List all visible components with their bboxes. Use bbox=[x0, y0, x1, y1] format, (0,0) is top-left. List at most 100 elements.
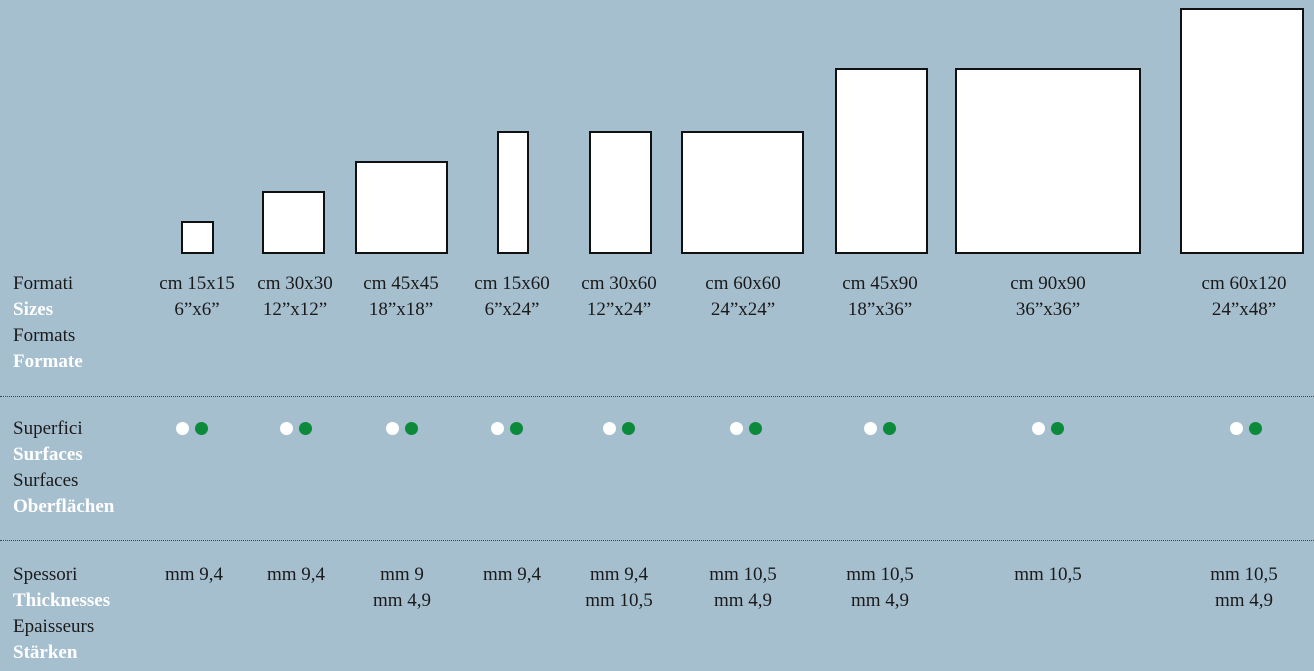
size-cm: cm 45x45 bbox=[363, 273, 439, 294]
thickness-column: mm 9,4 bbox=[124, 562, 264, 588]
tile-swatch-90x90 bbox=[955, 68, 1141, 254]
tile-swatch-60x120 bbox=[1180, 8, 1304, 254]
tile-swatch-45x90 bbox=[835, 68, 928, 254]
size-column: cm 15x60 6”x24” bbox=[442, 271, 582, 323]
green-surface-dot bbox=[405, 422, 418, 435]
divider bbox=[0, 396, 1314, 397]
label-formati: Formati bbox=[13, 273, 74, 294]
size-inch: 36”x36” bbox=[1015, 299, 1081, 320]
size-inch: 12”x24” bbox=[586, 299, 652, 320]
thickness-value: mm 10,5 bbox=[1210, 564, 1278, 585]
tile-swatch-60x60 bbox=[681, 131, 804, 254]
tile-swatch-15x60 bbox=[497, 131, 529, 254]
thickness-value: mm 4,9 bbox=[713, 590, 773, 611]
tile-swatch-30x60 bbox=[589, 131, 652, 254]
white-surface-dot bbox=[1230, 422, 1243, 435]
thickness-label-group: Spessori Thicknesses Epaisseurs Stärken bbox=[13, 562, 110, 666]
white-surface-dot bbox=[1032, 422, 1045, 435]
thickness-column: mm 9,4 mm 10,5 bbox=[549, 562, 689, 614]
white-surface-dot bbox=[176, 422, 189, 435]
size-inch: 24”x48” bbox=[1211, 299, 1277, 320]
thickness-column: mm 10,5 bbox=[978, 562, 1118, 588]
white-surface-dot bbox=[386, 422, 399, 435]
tile-swatch-30x30 bbox=[262, 191, 325, 254]
size-column: cm 45x90 18”x36” bbox=[810, 271, 950, 323]
thickness-value: mm 4,9 bbox=[372, 590, 432, 611]
surface-dots bbox=[176, 422, 236, 436]
formats-label-group: Formati Sizes Formats Formate bbox=[13, 271, 83, 375]
label-spessori: Spessori bbox=[13, 564, 78, 585]
green-surface-dot bbox=[622, 422, 635, 435]
surface-dots bbox=[1230, 422, 1290, 436]
thickness-value: mm 9,4 bbox=[482, 564, 542, 585]
green-surface-dot bbox=[1051, 422, 1064, 435]
label-oberflachen: Oberflächen bbox=[13, 496, 115, 517]
size-cm: cm 15x60 bbox=[474, 273, 550, 294]
surface-dots bbox=[1032, 422, 1092, 436]
size-cm: cm 60x60 bbox=[705, 273, 781, 294]
surface-dots bbox=[491, 422, 551, 436]
size-column: cm 60x60 24”x24” bbox=[673, 271, 813, 323]
surface-dots bbox=[280, 422, 340, 436]
surface-dots bbox=[730, 422, 790, 436]
white-surface-dot bbox=[603, 422, 616, 435]
size-cm: cm 45x90 bbox=[842, 273, 918, 294]
thickness-column: mm 10,5 mm 4,9 bbox=[673, 562, 813, 614]
thickness-column: mm 10,5 mm 4,9 bbox=[1174, 562, 1314, 614]
size-inch: 18”x36” bbox=[847, 299, 913, 320]
label-formate: Formate bbox=[13, 351, 83, 372]
thickness-value: mm 9,4 bbox=[589, 564, 649, 585]
surface-dots bbox=[386, 422, 446, 436]
white-surface-dot bbox=[491, 422, 504, 435]
label-superfici: Superfici bbox=[13, 418, 83, 439]
thickness-column: mm 10,5 mm 4,9 bbox=[810, 562, 950, 614]
size-inch: 24”x24” bbox=[710, 299, 776, 320]
label-starken: Stärken bbox=[13, 642, 78, 663]
white-surface-dot bbox=[730, 422, 743, 435]
white-surface-dot bbox=[280, 422, 293, 435]
green-surface-dot bbox=[510, 422, 523, 435]
thickness-value: mm 9 bbox=[380, 564, 424, 585]
size-cm: cm 15x15 bbox=[159, 273, 235, 294]
thickness-column: mm 9 mm 4,9 bbox=[332, 562, 472, 614]
label-sizes: Sizes bbox=[13, 299, 54, 320]
size-inch: 12”x12” bbox=[262, 299, 328, 320]
tile-swatch-45x45 bbox=[355, 161, 448, 254]
thickness-column: mm 9,4 bbox=[442, 562, 582, 588]
thickness-value: mm 4,9 bbox=[1214, 590, 1274, 611]
thickness-value: mm 4,9 bbox=[850, 590, 910, 611]
size-inch: 6”x24” bbox=[484, 299, 540, 320]
thickness-value: mm 10,5 bbox=[709, 564, 777, 585]
size-column: cm 60x120 24”x48” bbox=[1174, 271, 1314, 323]
size-column: cm 90x90 36”x36” bbox=[978, 271, 1118, 323]
size-cm: cm 90x90 bbox=[1010, 273, 1086, 294]
label-surfaces-fr: Surfaces bbox=[13, 470, 79, 491]
surfaces-label-group: Superfici Surfaces Surfaces Oberflächen bbox=[13, 416, 114, 520]
surface-dots bbox=[864, 422, 924, 436]
divider bbox=[0, 540, 1314, 541]
label-thicknesses: Thicknesses bbox=[13, 590, 111, 611]
surface-dots bbox=[603, 422, 663, 436]
green-surface-dot bbox=[883, 422, 896, 435]
thickness-column: mm 9,4 bbox=[226, 562, 366, 588]
size-inch: 6”x6” bbox=[174, 299, 220, 320]
size-column: cm 30x30 12”x12” bbox=[225, 271, 365, 323]
label-epaisseurs: Epaisseurs bbox=[13, 616, 95, 637]
size-cm: cm 60x120 bbox=[1201, 273, 1287, 294]
thickness-value: mm 9,4 bbox=[164, 564, 224, 585]
size-column: cm 45x45 18”x18” bbox=[331, 271, 471, 323]
size-cm: cm 30x30 bbox=[257, 273, 333, 294]
green-surface-dot bbox=[195, 422, 208, 435]
green-surface-dot bbox=[1249, 422, 1262, 435]
size-column: cm 30x60 12”x24” bbox=[549, 271, 689, 323]
thickness-value: mm 10,5 bbox=[585, 590, 653, 611]
green-surface-dot bbox=[749, 422, 762, 435]
tile-swatch-15x15 bbox=[181, 221, 214, 254]
label-formats-fr: Formats bbox=[13, 325, 76, 346]
label-surfaces-en: Surfaces bbox=[13, 444, 83, 465]
thickness-value: mm 9,4 bbox=[266, 564, 326, 585]
size-cm: cm 30x60 bbox=[581, 273, 657, 294]
size-column: cm 15x15 6”x6” bbox=[127, 271, 267, 323]
thickness-value: mm 10,5 bbox=[846, 564, 914, 585]
size-inch: 18”x18” bbox=[368, 299, 434, 320]
